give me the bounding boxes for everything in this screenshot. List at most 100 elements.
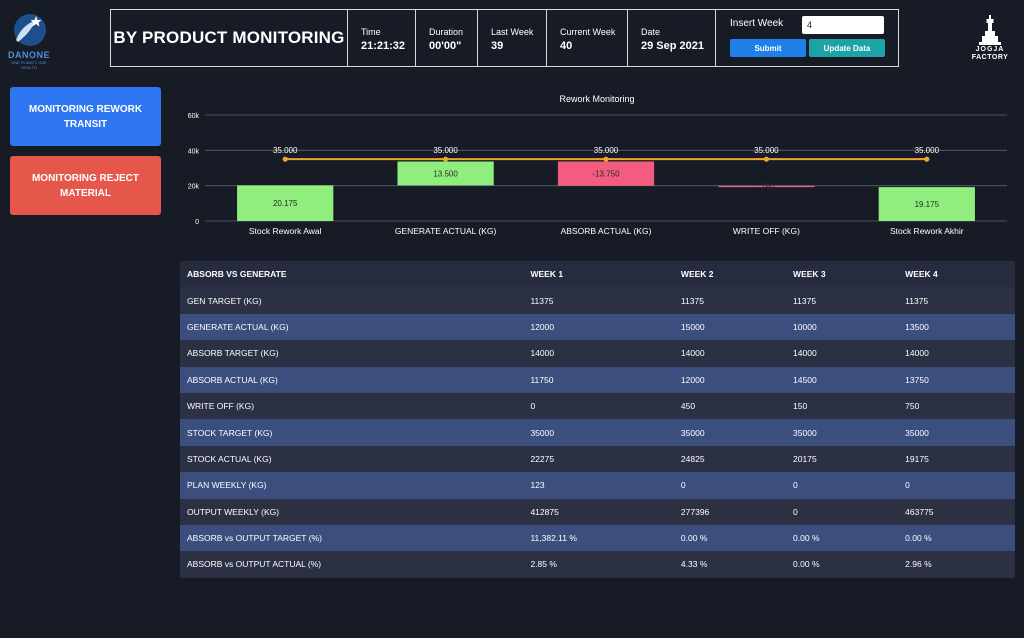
bar-data-label: -13.750 xyxy=(592,170,620,179)
table-row: WRITE OFF (KG) 0 450 150 750 xyxy=(180,392,1015,420)
date-stat: Date 29 Sep 2021 xyxy=(628,10,716,66)
insert-week-label: Insert Week xyxy=(730,18,784,29)
table-cell: 2.85 % xyxy=(523,551,674,578)
table-cell: 123 xyxy=(523,472,674,499)
table-cell: 10000 xyxy=(786,313,899,341)
table-cell: 14000 xyxy=(786,340,899,367)
jogja-wordmark: JOGJA xyxy=(975,46,1005,53)
bar-data-label: 19.175 xyxy=(915,200,940,209)
table-cell: 20175 xyxy=(786,445,899,473)
x-category-label: Stock Rework Awal xyxy=(249,226,322,236)
table-cell: 14000 xyxy=(673,340,787,367)
table-row: ABSORB ACTUAL (KG) 11750 12000 14500 137… xyxy=(180,366,1015,393)
row-label: PLAN WEEKLY (KG) xyxy=(180,472,524,499)
table-cell: 12000 xyxy=(673,366,787,393)
table-cell: 0.00 % xyxy=(786,524,899,552)
waterfall-bar xyxy=(397,161,494,186)
target-point xyxy=(282,156,288,162)
table-header-row: ABSORB VS GENERATE WEEK 1 WEEK 2 WEEK 3 … xyxy=(180,261,1015,288)
table-cell: 35000 xyxy=(523,419,674,446)
column-header: WEEK 1 xyxy=(523,261,674,288)
row-label: ABSORB TARGET (KG) xyxy=(180,340,524,367)
x-category-label: GENERATE ACTUAL (KG) xyxy=(395,226,497,236)
table-cell: 2.96 % xyxy=(898,551,1015,578)
submit-button[interactable]: Submit xyxy=(730,39,806,57)
target-data-label: 35.000 xyxy=(433,146,458,155)
waterfall-bar xyxy=(718,185,815,188)
table-cell: 150 xyxy=(786,392,899,420)
table-cell: 450 xyxy=(673,392,787,420)
waterfall-bar xyxy=(878,187,975,221)
column-header: WEEK 3 xyxy=(786,261,899,288)
target-point xyxy=(763,156,770,162)
waterfall-bar xyxy=(237,185,334,221)
insert-week-input[interactable] xyxy=(802,16,884,34)
table-cell: 15000 xyxy=(673,313,787,341)
table-cell: 0 xyxy=(673,472,787,499)
bar-data-label: 13.500 xyxy=(433,169,458,178)
table-row: GEN TARGET (KG) 11375 11375 11375 11375 xyxy=(180,287,1015,314)
table-row: STOCK ACTUAL (KG) 22275 24825 20175 1917… xyxy=(180,445,1015,473)
table-cell: 277396 xyxy=(673,498,787,525)
table-cell: 11,382.11 % xyxy=(523,524,674,552)
target-data-label: 35.000 xyxy=(915,146,940,155)
y-tick-label: 0 xyxy=(195,219,199,226)
row-label: STOCK TARGET (KG) xyxy=(180,419,524,446)
table-row: PLAN WEEKLY (KG) 123 0 0 0 xyxy=(180,472,1015,499)
row-label: ABSORB ACTUAL (KG) xyxy=(180,366,524,393)
monitoring-rework-transit-button[interactable]: MONITORING REWORK TRANSIT xyxy=(10,87,161,146)
table-cell: 0 xyxy=(786,472,899,499)
factory-wordmark: FACTORY xyxy=(971,54,1009,61)
update-data-button[interactable]: Update Data xyxy=(809,39,885,57)
absorb-vs-generate-table: ABSORB VS GENERATE WEEK 1 WEEK 2 WEEK 3 … xyxy=(180,261,1015,578)
duration-value: 00'00" xyxy=(429,40,462,52)
table-cell: 14000 xyxy=(523,340,674,367)
x-category-label: ABSORB ACTUAL (KG) xyxy=(561,226,652,236)
column-header: WEEK 2 xyxy=(673,261,787,288)
table-row: ABSORB vs OUTPUT ACTUAL (%) 2.85 % 4.33 … xyxy=(180,551,1015,578)
row-label: GEN TARGET (KG) xyxy=(180,287,524,314)
table-cell: 35000 xyxy=(786,419,899,446)
danone-logo: DANONE ONE PLANET. ONE HEALTH xyxy=(6,10,50,70)
monument-icon xyxy=(979,15,1001,45)
target-point xyxy=(443,156,449,162)
table-cell: 11375 xyxy=(673,287,787,314)
table-cell: 12000 xyxy=(523,313,674,341)
danone-wordmark: DANONE xyxy=(7,50,50,60)
y-tick-label: 40k xyxy=(188,148,200,155)
page-title: BY PRODUCT MONITORING xyxy=(111,10,348,66)
current-week-stat: Current Week 40 xyxy=(547,10,628,66)
y-tick-label: 60k xyxy=(188,113,200,120)
table-cell: 463775 xyxy=(898,498,1015,525)
current-week-value: 40 xyxy=(560,40,573,52)
chart-title: Rework Monitoring xyxy=(559,94,634,104)
table-cell: 0.00 % xyxy=(898,524,1015,552)
table-cell: 22275 xyxy=(523,445,674,473)
table-cell: 24825 xyxy=(673,445,787,473)
table-cell: 0.00 % xyxy=(673,524,787,552)
last-week-stat: Last Week 39 xyxy=(478,10,547,66)
danone-tagline: ONE PLANET. ONE HEALTH xyxy=(11,60,47,70)
target-point xyxy=(603,156,609,162)
table-cell: 14000 xyxy=(898,340,1015,367)
table-cell: 14500 xyxy=(786,366,899,393)
current-week-label: Current Week xyxy=(560,27,616,37)
bar-data-label: -750 xyxy=(758,182,775,191)
time-stat: Time 21:21:32 xyxy=(348,10,416,66)
table-cell: 13500 xyxy=(898,313,1015,341)
target-point xyxy=(924,156,930,162)
table-cell: 11375 xyxy=(523,287,674,314)
monitoring-reject-material-button[interactable]: MONITORING REJECT MATERIAL xyxy=(10,156,161,215)
header-panel: BY PRODUCT MONITORING Time 21:21:32 Dura… xyxy=(110,9,899,67)
table-row: STOCK TARGET (KG) 35000 35000 35000 3500… xyxy=(180,419,1015,446)
date-label: Date xyxy=(641,27,661,37)
row-label: GENERATE ACTUAL (KG) xyxy=(180,313,524,341)
x-category-label: Stock Rework Akhir xyxy=(890,226,964,236)
insert-week-form: Insert Week Submit Update Data xyxy=(716,10,898,66)
table-cell: 35000 xyxy=(898,419,1015,446)
column-header: WEEK 4 xyxy=(898,261,1015,288)
table-cell: 0 xyxy=(898,472,1015,499)
row-label: WRITE OFF (KG) xyxy=(180,392,524,420)
last-week-value: 39 xyxy=(491,40,504,52)
table-cell: 11375 xyxy=(786,287,899,314)
